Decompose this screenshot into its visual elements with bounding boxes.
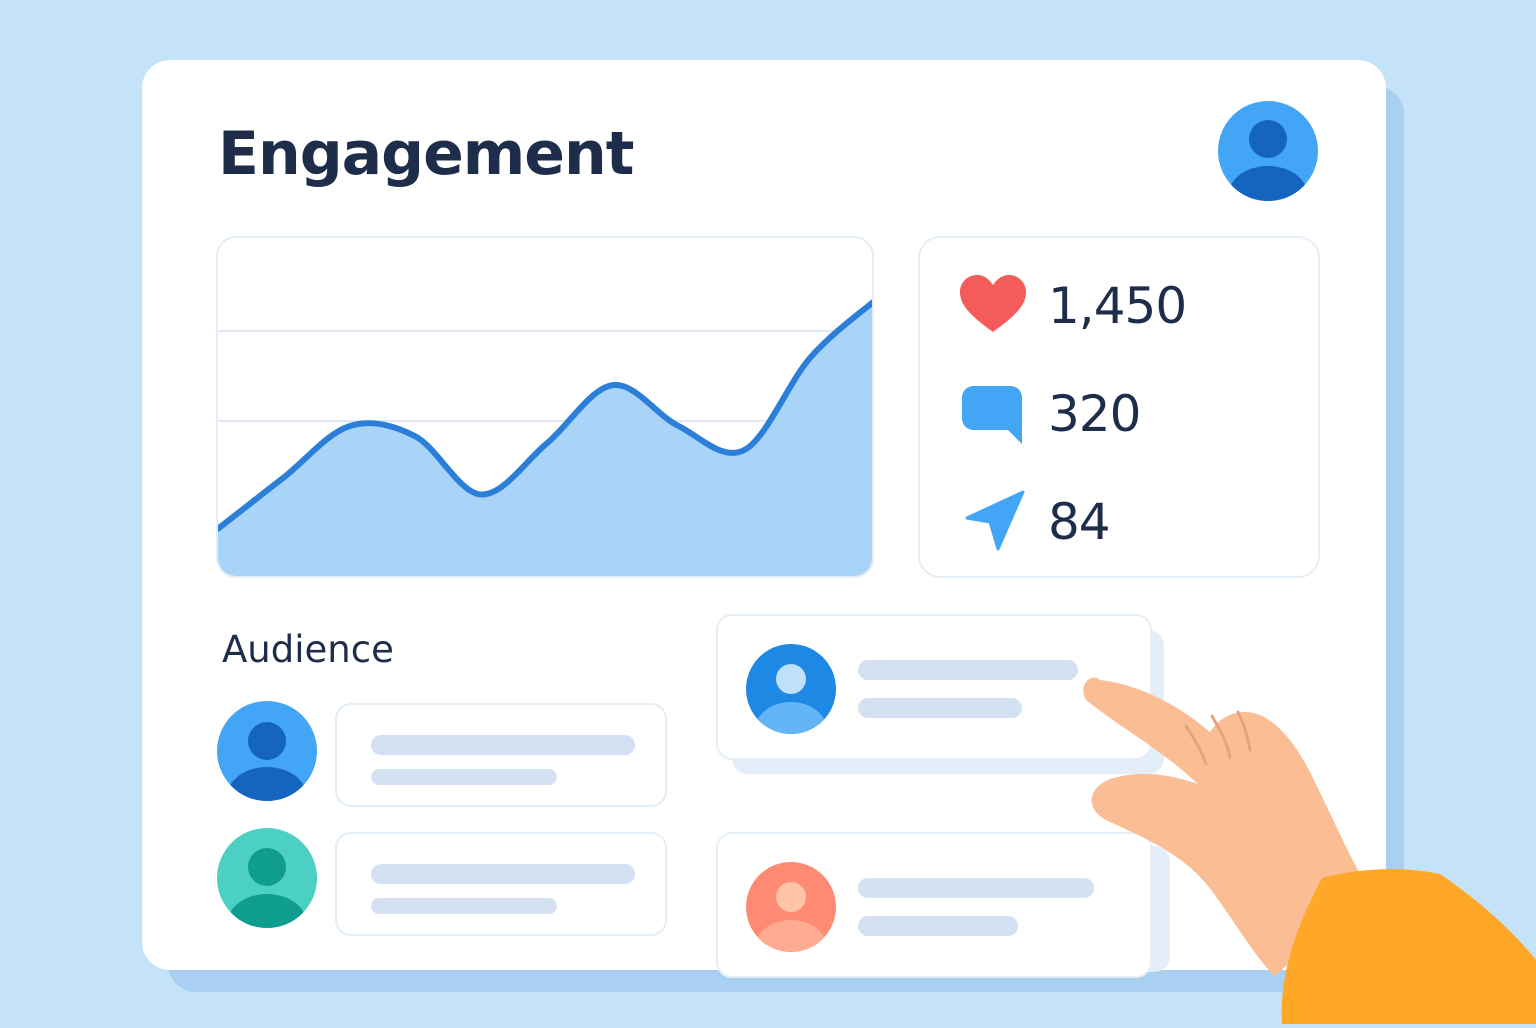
selected-list-item[interactable] [716, 614, 1152, 760]
audience-title: Audience [222, 628, 394, 671]
text-placeholder [858, 698, 1022, 718]
comments-count: 320 [1048, 385, 1141, 443]
text-placeholder [371, 898, 557, 914]
comment-icon [960, 384, 1024, 450]
text-placeholder [371, 769, 557, 785]
text-placeholder [858, 660, 1078, 680]
audience-avatar-icon[interactable] [217, 828, 317, 928]
list-item[interactable] [335, 832, 667, 936]
text-placeholder [371, 735, 635, 755]
engagement-chart [216, 236, 874, 578]
audience-avatar-icon[interactable] [217, 701, 317, 801]
audience-avatar-icon[interactable] [746, 644, 836, 734]
chart-area [218, 302, 872, 576]
pointing-hand-icon [1060, 660, 1536, 1028]
text-placeholder [371, 864, 635, 884]
heart-icon [958, 274, 1028, 340]
text-placeholder [858, 878, 1094, 898]
shares-count: 84 [1048, 493, 1111, 551]
share-icon [964, 490, 1026, 556]
stats-card: 1,450 320 84 [918, 236, 1320, 578]
list-item[interactable] [716, 832, 1152, 978]
page-title: Engagement [218, 119, 634, 189]
chart-line [218, 299, 872, 532]
list-item[interactable] [335, 703, 667, 807]
user-avatar-icon[interactable] [1218, 101, 1318, 201]
likes-count: 1,450 [1048, 277, 1187, 335]
text-placeholder [858, 916, 1018, 936]
audience-avatar-icon[interactable] [746, 862, 836, 952]
